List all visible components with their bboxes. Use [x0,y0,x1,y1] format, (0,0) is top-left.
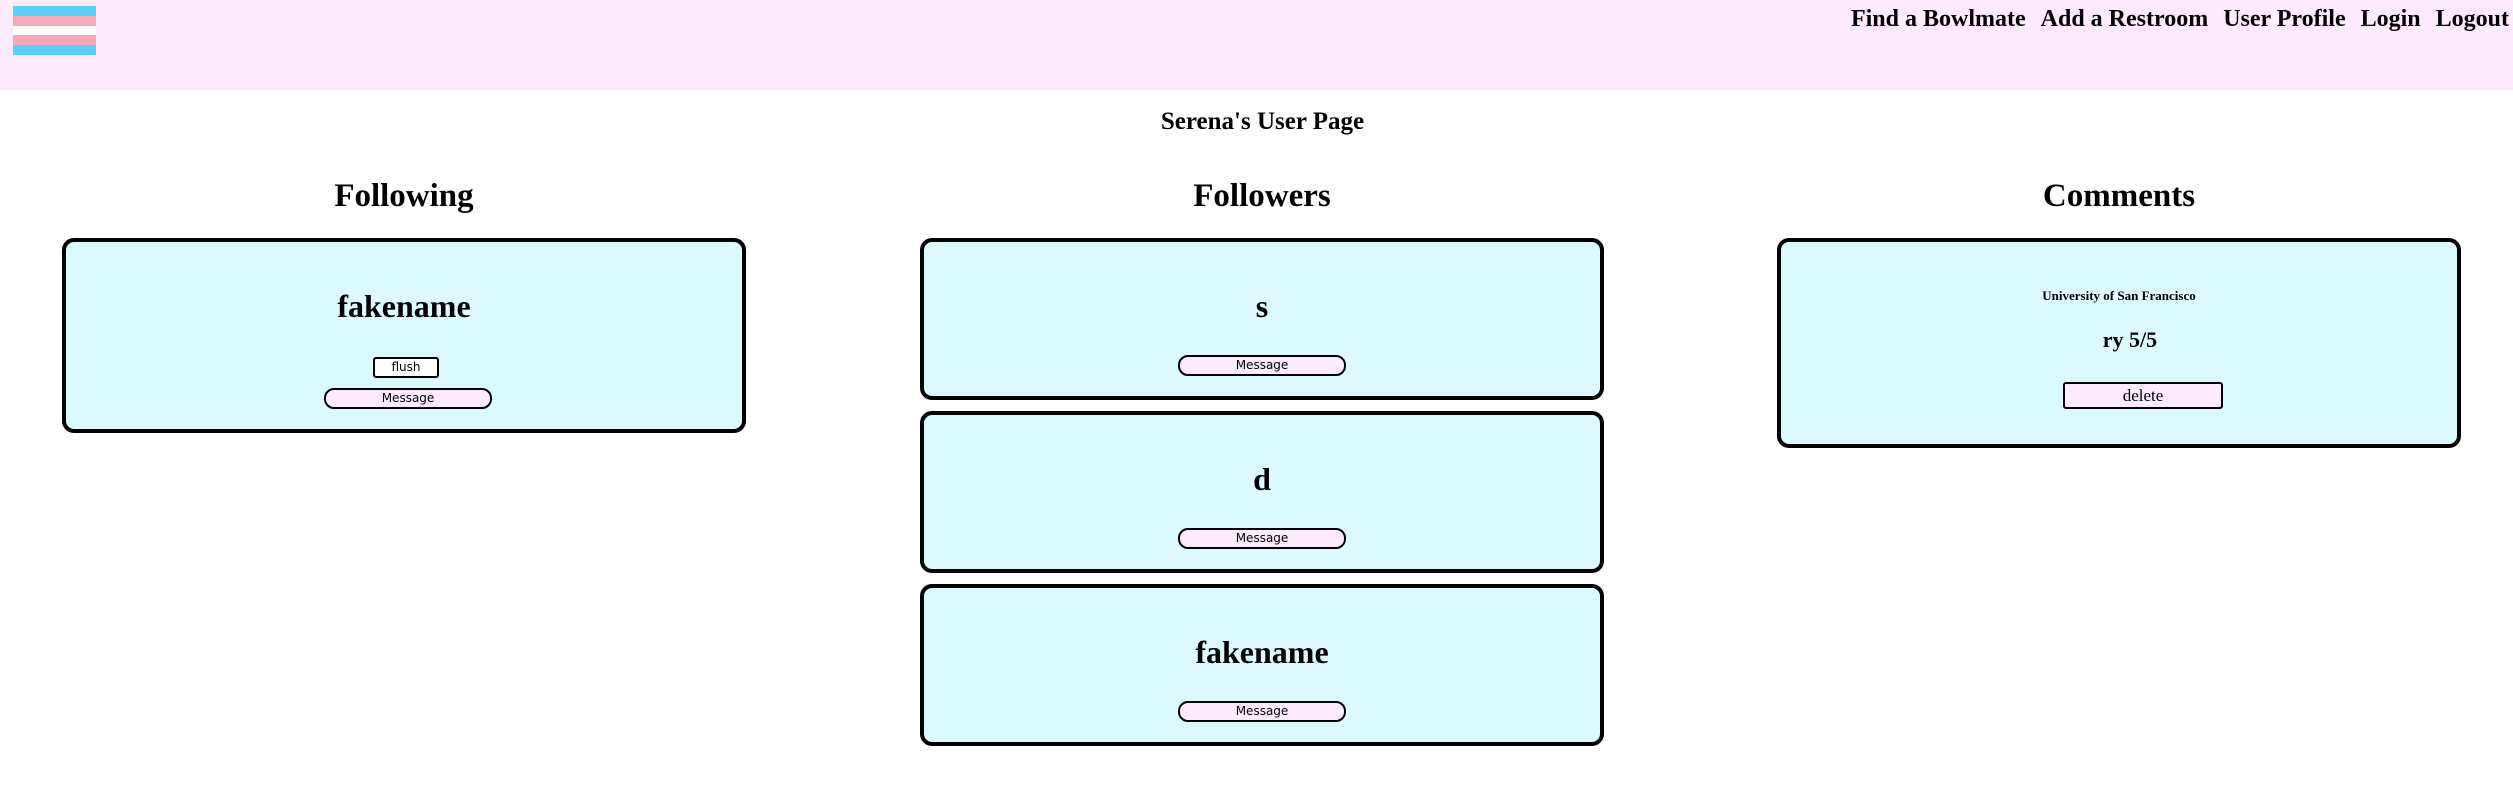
navbar: Find a Bowlmate Add a Restroom User Prof… [0,0,2513,90]
logo-stripe [13,35,96,46]
flush-button[interactable]: flush [373,357,439,378]
page-title: Serena's User Page [1160,108,1365,135]
follower-username: d [1253,461,1271,497]
following-username: fakename [337,288,471,324]
logo-stripe [13,25,96,36]
nav-links: Find a Bowlmate Add a Restroom User Prof… [1836,6,2509,33]
follower-username: fakename [1195,634,1329,670]
logo-stripe [13,6,96,16]
nav-user-profile[interactable]: User Profile [2223,6,2346,32]
comment-location: University of San Francisco [2042,288,2196,303]
comments-title: Comments [2042,178,2196,214]
nav-logout[interactable]: Logout [2435,6,2509,32]
following-card: fakename flush Message [62,238,746,433]
follower-card: fakename Message [920,584,1604,746]
message-button[interactable]: Message [1178,701,1346,722]
logo-stripe [13,15,96,26]
comment-card: University of San Francisco ry 5/5 delet… [1777,238,2461,448]
nav-add-restroom[interactable]: Add a Restroom [2040,6,2209,32]
nav-find-bowlmate[interactable]: Find a Bowlmate [1850,6,2026,32]
logo-stripe [13,45,96,55]
following-title: Following [334,178,474,214]
followers-title: Followers [1193,178,1331,214]
message-button[interactable]: Message [1178,528,1346,549]
delete-button[interactable]: delete [2063,382,2223,409]
message-button[interactable]: Message [1178,355,1346,376]
message-button[interactable]: Message [324,388,492,409]
comment-text: ry 5/5 [2102,327,2158,352]
follower-username: s [1255,288,1269,324]
follower-card: s Message [920,238,1604,400]
nav-login[interactable]: Login [2360,6,2421,32]
follower-card: d Message [920,411,1604,573]
trans-flag-logo[interactable] [13,6,96,55]
